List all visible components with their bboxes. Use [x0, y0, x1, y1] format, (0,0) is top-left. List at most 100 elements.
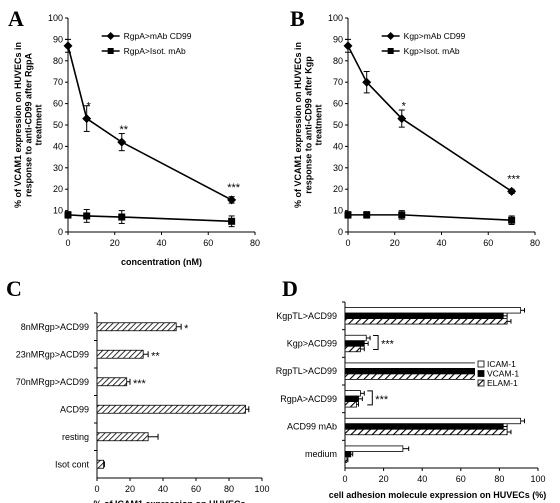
data-point [82, 114, 92, 124]
y-tick-label: 30 [333, 163, 343, 173]
bar-vcam-1 [344, 340, 365, 347]
x-axis-label: cell adhesion molecule expression on HUV… [329, 490, 547, 500]
x-tick-label: 40 [158, 484, 168, 494]
bar [96, 459, 104, 469]
data-point [227, 195, 237, 205]
legend-box [475, 358, 535, 391]
bar [96, 432, 149, 442]
data-point [344, 211, 352, 219]
series-line-2 [348, 214, 512, 222]
x-tick-label: 40 [436, 238, 446, 248]
series-line-2 [67, 214, 232, 223]
x-tick-label: 40 [417, 474, 427, 484]
data-point [343, 41, 353, 51]
legend-marker [387, 48, 394, 54]
y-tick-label: 60 [53, 99, 63, 109]
bar-elam-1 [344, 318, 508, 325]
panel-letter-a: A [8, 6, 24, 31]
x-tick-label: 0 [345, 238, 350, 248]
significance-mark: *** [227, 182, 241, 194]
data-point [117, 137, 127, 147]
significance-mark: ** [119, 124, 128, 136]
bar [96, 322, 177, 332]
panel-letter-b: B [290, 6, 305, 31]
data-point [83, 212, 91, 220]
significance-mark: *** [133, 378, 147, 390]
x-tick-label: 80 [250, 238, 260, 248]
significance-mark: * [87, 101, 92, 113]
chart-b: 0 10 20 30 40 50 60 70 80 90 100 0 20 40 60 80 % of VCAM… [293, 13, 540, 248]
chart-d: 0 20 40 60 80 100 cell adhesion molecule expre… [276, 301, 547, 500]
series-line-1 [67, 45, 232, 201]
significance-mark: *** [375, 394, 389, 406]
data-point [118, 213, 126, 221]
y-tick-label: 50 [53, 120, 63, 130]
category-label: 70nMRgp>ACD99 [16, 377, 89, 387]
chart-a: 0 10 20 30 40 50 60 70 80 90 100 0 20 40 60 80 % of VCAM… [13, 13, 260, 267]
y-axis-label: % of VCAM1 expression on HUVECs inrespon… [13, 42, 44, 208]
legend-label: VCAM-1 [487, 369, 519, 379]
category-label: 23nMRgp>ACD99 [16, 349, 89, 359]
y-tick-label: 0 [338, 227, 343, 237]
bar [96, 377, 128, 387]
legend-marker [106, 32, 115, 40]
legend-swatch [477, 379, 485, 387]
data-point [508, 216, 516, 224]
data-point [363, 211, 371, 219]
bar [96, 349, 144, 359]
significance-bracket [373, 335, 379, 350]
legend-label: RgpA>mAb CD99 [124, 31, 192, 41]
bar-vcam-1 [344, 312, 504, 319]
panel-letter-d: D [282, 276, 298, 301]
significance-mark: *** [507, 173, 521, 185]
x-tick-label: 80 [530, 238, 540, 248]
y-tick-label: 50 [333, 120, 343, 130]
panel-letter-c: C [6, 276, 22, 301]
y-tick-label: 60 [333, 99, 343, 109]
category-label: 8nMRgp>ACD99 [21, 322, 89, 332]
legend-label: RgpA>Isot. mAb [124, 46, 186, 56]
category-label: Isot cont [55, 459, 90, 469]
y-tick-label: 30 [53, 163, 63, 173]
legend-swatch [477, 370, 485, 377]
bar-icam-1 [344, 390, 361, 397]
x-axis-label: concentration (nM) [121, 257, 202, 267]
bar-elam-1 [344, 428, 508, 436]
y-axis-label: % of VCAM1 expression on HUVECs inrespon… [293, 42, 324, 208]
x-tick-label: 80 [224, 484, 234, 494]
category-label: resting [62, 432, 89, 442]
data-point [63, 41, 73, 51]
x-tick-label: 20 [125, 484, 135, 494]
legend-label: Kgp>Isot. mAb [404, 46, 460, 56]
y-tick-label: 70 [53, 77, 63, 87]
legend-label: ELAM-1 [487, 378, 518, 388]
bar [96, 404, 246, 414]
category-label: ACD99 mAb [287, 422, 337, 432]
series-line-1 [347, 45, 513, 193]
bar-icam-1 [344, 334, 367, 342]
significance-mark: *** [381, 339, 395, 351]
y-tick-label: 10 [53, 206, 63, 216]
y-tick-label: 80 [333, 56, 343, 66]
data-point [64, 211, 72, 219]
bar-elam-1 [344, 345, 361, 353]
category-label: KgpTL>ACD99 [276, 311, 337, 321]
x-tick-label: 20 [379, 474, 389, 484]
x-tick-label: 20 [390, 238, 400, 248]
category-label: medium [305, 449, 337, 459]
y-tick-label: 40 [53, 141, 63, 151]
x-tick-label: 20 [110, 238, 120, 248]
bar-vcam-1 [344, 395, 359, 402]
y-tick-label: 20 [53, 184, 63, 194]
significance-mark: * [402, 101, 407, 113]
significance-bracket [367, 390, 373, 406]
x-tick-label: 80 [494, 474, 504, 484]
bar-vcam-1 [344, 451, 352, 458]
y-tick-label: 80 [53, 56, 63, 66]
y-tick-label: 100 [328, 13, 343, 23]
legend-swatch [477, 360, 485, 368]
x-tick-label: 0 [65, 238, 70, 248]
bar-icam-1 [344, 417, 522, 425]
data-point [362, 77, 372, 87]
chart-c: 0 20 40 60 80 100 % of ICAM1 expression on HUV… [16, 312, 270, 503]
